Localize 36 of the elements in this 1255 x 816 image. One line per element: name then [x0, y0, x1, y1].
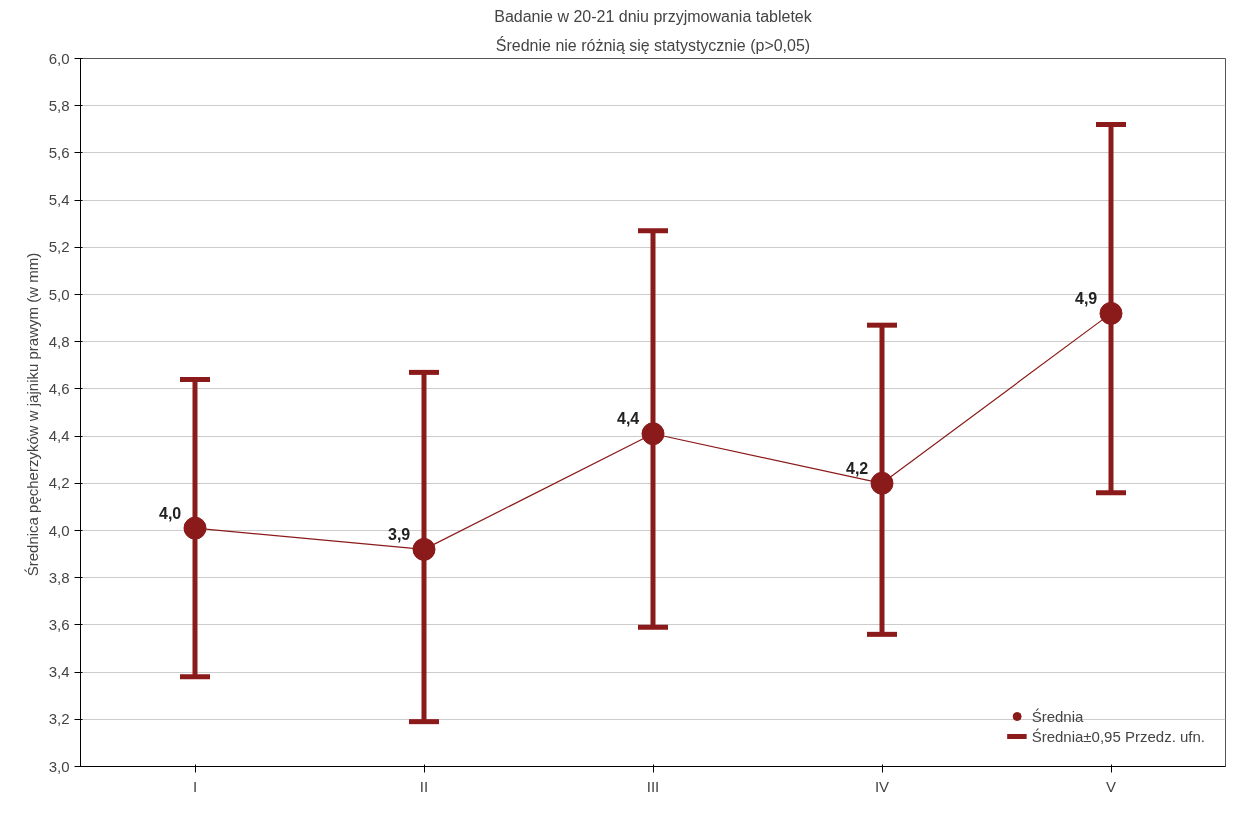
- data-label: 4,4: [617, 410, 640, 428]
- x-tick-label: V: [1106, 777, 1117, 795]
- y-tick-label: 4,0: [48, 521, 70, 539]
- data-label: 3,9: [388, 525, 411, 543]
- point: [412, 537, 436, 561]
- data-label: 4,9: [1075, 289, 1098, 307]
- y-tick-label: 4,6: [48, 379, 70, 397]
- chart-title: Badanie w 20-21 dniu przyjmowania tabletek: [494, 7, 813, 25]
- point: [641, 422, 665, 446]
- point: [183, 516, 207, 540]
- point: [1099, 301, 1123, 325]
- y-tick-label: 4,2: [48, 474, 70, 492]
- x-tick-label: II: [419, 777, 429, 795]
- legend-label: Średnia: [1031, 707, 1084, 725]
- y-tick-label: 5,2: [48, 238, 70, 256]
- y-tick-label: 5,0: [48, 285, 70, 303]
- y-tick-label: 4,8: [48, 332, 70, 350]
- x-tick-label: I: [192, 777, 198, 795]
- y-axis-title: Średnica pęcherzyków w jajniku prawym (w mm): [23, 252, 41, 577]
- y-tick-label: 3,8: [48, 568, 70, 586]
- data-label: 4,0: [159, 504, 182, 522]
- data-label: 4,2: [846, 459, 869, 477]
- y-tick-label: 3,6: [48, 615, 70, 633]
- chart-subtitle: Średnie nie różnią się statystycznie (p>0,05): [495, 35, 811, 54]
- y-tick-label: 4,4: [48, 427, 70, 445]
- y-tick-label: 5,8: [48, 96, 70, 114]
- point: [870, 471, 894, 495]
- x-tick-label: IV: [874, 777, 890, 795]
- y-tick-label: 5,6: [48, 143, 70, 161]
- y-tick-label: 3,2: [48, 710, 70, 728]
- y-tick-label: 3,0: [48, 757, 70, 775]
- y-tick-label: 6,0: [48, 49, 70, 67]
- y-tick-label: 5,4: [48, 191, 70, 209]
- annotation: Średnia±0,95 Przedz. ufn.: [1031, 727, 1205, 745]
- x-tick-label: III: [646, 777, 660, 795]
- y-tick-label: 3,4: [48, 663, 70, 681]
